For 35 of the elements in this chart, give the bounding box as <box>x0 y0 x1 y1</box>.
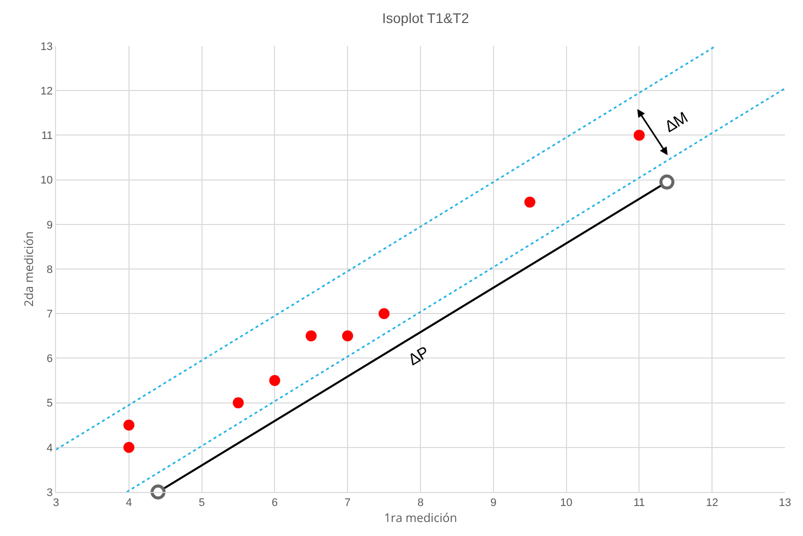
x-axis-title: 1ra medición <box>384 509 458 526</box>
x-tick-label: 7 <box>344 497 351 510</box>
x-tick-label: 6 <box>272 497 278 510</box>
x-tick-label: 5 <box>198 497 205 510</box>
x-tick-label: 4 <box>126 497 132 510</box>
y-tick-label: 5 <box>46 398 53 410</box>
x-tick-label: 13 <box>778 497 792 510</box>
y-tick-label: 10 <box>40 174 53 187</box>
y-tick-label: 8 <box>46 264 53 276</box>
point <box>123 442 134 453</box>
annotation: ∆P <box>406 344 432 369</box>
y-tick-label: 12 <box>40 85 53 98</box>
y-tick-label: 3 <box>46 486 53 499</box>
y-axis-title: 2da medición <box>20 231 37 307</box>
point <box>342 330 354 342</box>
chart-title: Isoplot T1&T2 <box>382 10 470 26</box>
y-tick-label: 9 <box>46 219 53 232</box>
x-tick-label: 11 <box>633 497 645 510</box>
point <box>378 308 390 320</box>
point <box>634 130 645 141</box>
point <box>524 196 536 208</box>
y-tick-label: 7 <box>46 308 53 320</box>
x-tick-label: 9 <box>490 497 496 510</box>
point <box>269 375 280 386</box>
x-tick-label: 12 <box>706 497 718 510</box>
y-tick-label: 11 <box>41 130 53 142</box>
point <box>123 420 134 431</box>
x-tick-label: 10 <box>560 497 572 510</box>
y-tick-label: 13 <box>40 40 53 53</box>
point <box>232 397 244 408</box>
point <box>306 330 317 342</box>
y-tick-label: 6 <box>46 353 53 366</box>
annotation: ∆M <box>662 109 692 136</box>
x-tick-label: 8 <box>417 497 424 510</box>
y-tick-label: 4 <box>46 442 53 454</box>
